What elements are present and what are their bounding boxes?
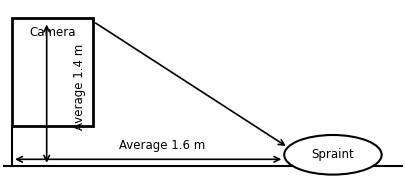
Text: Spraint: Spraint — [311, 148, 354, 161]
Text: Average 1.6 m: Average 1.6 m — [119, 139, 205, 152]
Text: Average 1.4 m: Average 1.4 m — [72, 43, 85, 130]
Text: Camera: Camera — [30, 26, 76, 39]
FancyBboxPatch shape — [12, 18, 93, 126]
Ellipse shape — [284, 135, 381, 175]
